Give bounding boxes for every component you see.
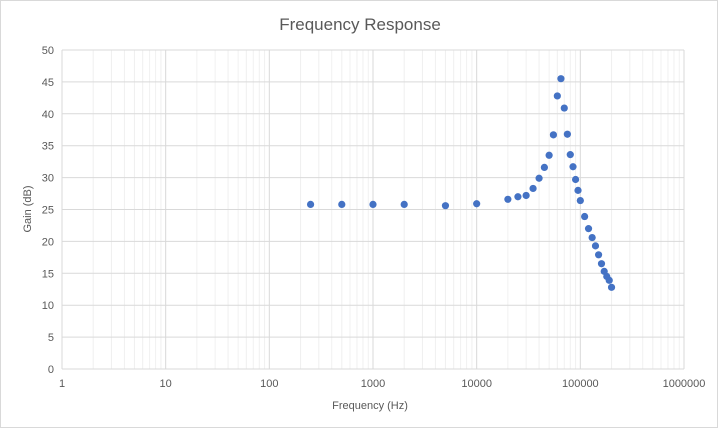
data-point <box>571 175 580 184</box>
data-point <box>560 104 568 112</box>
x-tick-label: 100000 <box>562 378 599 390</box>
data-point <box>581 212 589 221</box>
x-tick-label: 1000000 <box>663 378 706 390</box>
y-tick-label: 30 <box>42 173 54 185</box>
data-point <box>576 196 584 205</box>
data-point <box>545 151 553 159</box>
data-point <box>557 75 565 83</box>
x-tick-label: 1 <box>59 378 65 390</box>
gridlines <box>61 49 685 370</box>
chart-title: Frequency Response <box>279 15 441 34</box>
y-tick-label: 10 <box>42 300 54 312</box>
x-tick-labels: 1 10 100 1000 10000 100000 1000000 <box>59 378 705 390</box>
data-point <box>473 200 481 208</box>
y-tick-label: 20 <box>42 236 54 248</box>
x-tick-label: 1000 <box>361 378 385 390</box>
data-point <box>522 191 530 200</box>
data-point <box>591 242 600 250</box>
data-point <box>594 251 603 259</box>
data-point <box>400 200 408 208</box>
y-tick-label: 15 <box>42 268 54 280</box>
x-tick-label: 10000 <box>461 378 492 390</box>
y-tick-label: 0 <box>48 364 54 376</box>
data-point <box>605 276 613 284</box>
y-tick-label: 5 <box>48 332 54 344</box>
data-points <box>306 75 616 291</box>
data-point <box>441 202 450 210</box>
data-point <box>549 131 558 139</box>
y-tick-label: 45 <box>42 77 54 89</box>
data-point <box>514 193 522 201</box>
data-point <box>535 174 543 182</box>
data-point <box>574 186 582 194</box>
data-point <box>566 151 574 159</box>
data-point <box>597 260 606 268</box>
y-tick-label: 35 <box>42 141 54 153</box>
y-tick-label: 25 <box>42 205 54 217</box>
x-tick-label: 100 <box>260 378 278 390</box>
data-point <box>369 200 377 208</box>
y-tick-label: 50 <box>42 45 54 57</box>
y-tick-label: 40 <box>42 109 54 121</box>
data-point <box>584 225 593 233</box>
data-point <box>553 92 561 100</box>
data-point <box>504 195 512 203</box>
data-point <box>607 283 616 291</box>
x-axis-title: Frequency (Hz) <box>332 400 408 412</box>
data-point <box>540 163 548 171</box>
x-tick-label: 10 <box>160 378 172 390</box>
data-point <box>338 200 346 208</box>
data-point <box>569 163 577 171</box>
data-point <box>529 184 537 193</box>
data-point <box>563 130 571 138</box>
y-tick-labels: 0 5 10 15 20 25 30 35 40 45 50 <box>42 45 54 376</box>
y-axis-title: Gain (dB) <box>22 185 34 232</box>
data-point <box>306 200 315 208</box>
data-point <box>588 233 596 242</box>
